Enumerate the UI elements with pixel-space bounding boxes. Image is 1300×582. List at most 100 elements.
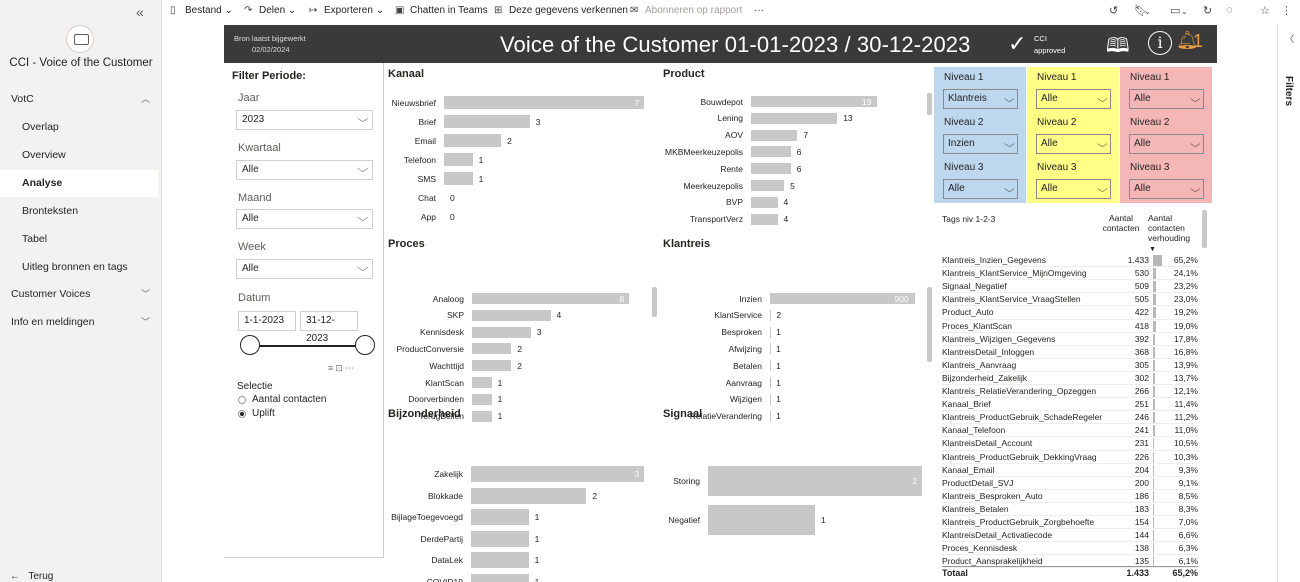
table-row[interactable]: Klantreis_Inzien_Gegevens 1.433 65,2% xyxy=(942,254,1198,268)
back-button[interactable]: ← Terug xyxy=(10,571,53,582)
bar[interactable] xyxy=(472,293,629,304)
table-row[interactable]: Kanaal_Email 204 9,3% xyxy=(942,464,1198,477)
delen-menu[interactable]: ↷ Delen ⌄ xyxy=(244,5,296,16)
niveau-dropdown[interactable]: Alle ⌵ xyxy=(1036,89,1111,109)
date-slider-start-handle[interactable] xyxy=(240,335,260,355)
niveau-dropdown[interactable]: Klantreis ⌵ xyxy=(943,89,1018,109)
bar[interactable] xyxy=(751,146,791,158)
radio-uplift[interactable] xyxy=(238,410,246,418)
chevron-down-icon[interactable]: ⌄ xyxy=(1181,7,1188,16)
product-scrollbar[interactable] xyxy=(927,93,932,115)
table-row[interactable]: Klantreis_RelatieVerandering_Opzeggen 266… xyxy=(942,385,1198,399)
col-header-pct[interactable]: Aantal contacten verhouding xyxy=(1148,213,1191,243)
col-header-tags[interactable]: Tags niv 1-2-3 xyxy=(942,214,996,224)
bar[interactable] xyxy=(708,466,922,496)
favorite-star-icon[interactable]: ☆ xyxy=(1260,5,1270,17)
bar[interactable] xyxy=(751,180,785,191)
bar[interactable] xyxy=(471,552,529,568)
bar[interactable] xyxy=(751,96,877,107)
filters-pane[interactable]: 〈 Filters xyxy=(1277,24,1300,582)
bar[interactable] xyxy=(471,466,644,482)
col-header-count[interactable]: Aantal contacten xyxy=(1102,213,1140,233)
bell-icon[interactable]: 🔔︎ xyxy=(1176,30,1199,50)
table-row[interactable]: Product_Auto 422 19,2% xyxy=(942,306,1198,320)
niveau-dropdown[interactable]: Alle ⌵ xyxy=(1036,179,1111,199)
view-icon[interactable]: ▭ xyxy=(1170,5,1181,17)
bar[interactable] xyxy=(471,487,587,504)
table-row[interactable]: Proces_Kennisdesk 138 6,3% xyxy=(942,542,1198,556)
exporteren-menu[interactable]: ↦ Exporteren ⌄ xyxy=(309,5,384,16)
table-row[interactable]: ProductDetail_SVJ 200 9,1% xyxy=(942,477,1198,490)
niveau-dropdown[interactable]: Alle ⌵ xyxy=(943,179,1018,199)
explore-button[interactable]: ⊞ Deze gegevens verkennen xyxy=(494,5,628,16)
table-row[interactable]: Klantreis_KlantService_MijnOmgeving 530 24… xyxy=(942,267,1198,281)
option-uplift[interactable]: Uplift xyxy=(252,408,275,419)
more-options-button[interactable]: ··· xyxy=(754,5,764,16)
bar[interactable] xyxy=(472,326,531,338)
proces-scrollbar[interactable] xyxy=(652,287,657,317)
table-row[interactable]: Product_Aansprakelijkheid 135 6,1% xyxy=(942,555,1198,569)
bar[interactable] xyxy=(751,163,791,175)
date-to-input[interactable]: 31-12-2023 xyxy=(300,311,358,344)
table-row[interactable]: Klantreis_ProductGebruik_SchadeRegelen 24… xyxy=(942,411,1198,425)
nav-item-overlap[interactable]: Overlap xyxy=(22,121,59,133)
niveau-dropdown[interactable]: Alle ⌵ xyxy=(1129,134,1204,154)
table-row[interactable]: Klantreis_Aanvraag 305 13,9% xyxy=(942,359,1198,372)
more-icon[interactable]: ⋮ xyxy=(1281,5,1292,17)
bar[interactable] xyxy=(751,112,838,124)
bar[interactable] xyxy=(472,410,492,422)
klantreis-scrollbar[interactable] xyxy=(927,287,932,362)
bestand-menu[interactable]: ▯ Bestand ⌄ xyxy=(170,5,233,16)
table-row[interactable]: Klantreis_Betalen 183 8,3% xyxy=(942,503,1198,517)
bar[interactable] xyxy=(471,573,529,582)
table-row[interactable]: Signaal_Negatief 509 23,2% xyxy=(942,280,1198,294)
bar[interactable] xyxy=(471,530,529,547)
niveau-dropdown[interactable]: Alle ⌵ xyxy=(1129,89,1204,109)
niveau-dropdown[interactable]: Alle ⌵ xyxy=(1129,179,1204,199)
nav-item-analyse[interactable]: Analyse xyxy=(0,170,158,197)
date-from-input[interactable]: 1-1-2023 xyxy=(238,311,296,331)
niveau-dropdown[interactable]: Inzien ⌵ xyxy=(943,134,1018,154)
date-slider-track[interactable] xyxy=(250,345,366,347)
bar[interactable] xyxy=(751,196,778,208)
visual-options-icon[interactable]: ≡⊡⋯ xyxy=(328,363,356,373)
kwartaal-dropdown[interactable]: Alle ⌵ xyxy=(236,160,373,180)
bar[interactable] xyxy=(472,377,492,388)
nav-item-uitleg[interactable]: Uitleg bronnen en tags xyxy=(22,261,128,273)
bar[interactable] xyxy=(708,505,815,535)
date-slider-end-handle[interactable] xyxy=(355,335,375,355)
nav-section-votc[interactable]: VotC ︿ xyxy=(0,86,158,113)
refresh-icon[interactable]: ↻ xyxy=(1203,5,1213,17)
table-scrollbar[interactable] xyxy=(1202,210,1207,248)
chevron-left-icon[interactable]: 〈 xyxy=(1285,34,1295,44)
bar[interactable] xyxy=(444,96,644,109)
bar[interactable] xyxy=(471,509,529,525)
subscribe-button[interactable]: ✉ Abonneren op rapport xyxy=(630,5,742,16)
nav-item-overview[interactable]: Overview xyxy=(22,149,66,161)
niveau-dropdown[interactable]: Alle ⌵ xyxy=(1036,134,1111,154)
table-row[interactable]: Klantreis_Wijzigen_Gegevens 392 17,8% xyxy=(942,333,1198,346)
bar[interactable] xyxy=(472,360,512,372)
bar[interactable] xyxy=(751,129,798,141)
table-row[interactable]: KlantreisDetail_Inloggen 368 16,8% xyxy=(942,346,1198,359)
radio-aantal-contacten[interactable] xyxy=(238,396,246,404)
table-row[interactable]: Klantreis_Besproken_Auto 186 8,5% xyxy=(942,490,1198,503)
table-row[interactable]: Bijzonderheid_Zakelijk 302 13,7% xyxy=(942,372,1198,386)
chevron-down-icon[interactable]: ⌄ xyxy=(1144,7,1151,16)
reset-icon[interactable]: ↺ xyxy=(1109,5,1119,17)
table-row[interactable]: Kanaal_Telefoon 241 11,0% xyxy=(942,424,1198,438)
bar[interactable] xyxy=(472,343,512,355)
bar[interactable] xyxy=(444,172,473,185)
week-dropdown[interactable]: Alle ⌵ xyxy=(236,259,373,279)
nav-section-info[interactable]: Info en meldingen ﹀ xyxy=(0,309,158,336)
table-row[interactable]: KlantreisDetail_Account 231 10,5% xyxy=(942,437,1198,451)
bar[interactable] xyxy=(472,309,551,321)
table-row[interactable]: Kanaal_Brief 251 11,4% xyxy=(942,398,1198,412)
notification-count[interactable]: 1 xyxy=(1193,31,1204,51)
table-row[interactable]: KlantreisDetail_Activatiecode 144 6,6% xyxy=(942,529,1198,543)
table-row[interactable]: Proces_KlantScan 418 19,0% xyxy=(942,320,1198,333)
table-row[interactable]: Klantreis_KlantService_VraagStellen 505 23… xyxy=(942,293,1198,307)
bookmark-icon[interactable]: 🔖︎ xyxy=(1134,5,1148,17)
teams-button[interactable]: ▣ Chatten in Teams xyxy=(395,5,488,16)
info-icon[interactable]: i xyxy=(1148,31,1172,55)
